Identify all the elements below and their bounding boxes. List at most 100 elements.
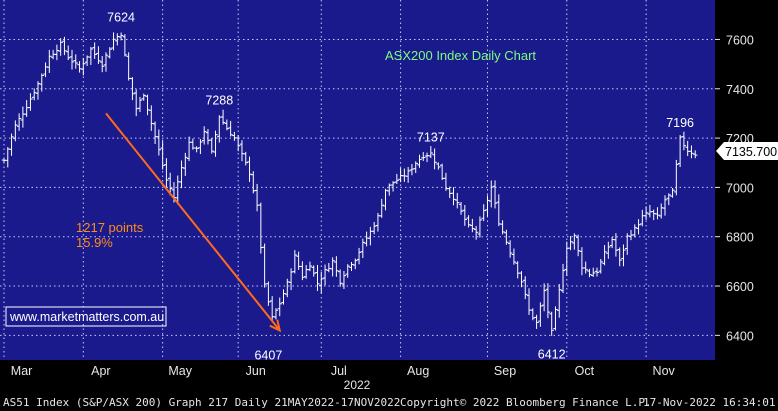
- grid-lines: [0, 0, 715, 360]
- x-tick-label: Jul: [331, 364, 347, 378]
- x-tick-label: Aug: [407, 364, 429, 378]
- ohlc-bar: [436, 162, 441, 170]
- ohlc-bar: [235, 134, 241, 152]
- x-axis-year-label: 2022: [344, 378, 371, 392]
- ohlc-bar: [220, 109, 226, 125]
- plot-area: [0, 0, 715, 360]
- ohlc-bar: [625, 233, 630, 255]
- ohlc-bar: [311, 265, 316, 277]
- x-axis-labels: Mar Apr May Jun Jul Aug Sep Oct Nov: [11, 364, 676, 378]
- ohlc-bar: [337, 269, 343, 287]
- ohlc-bar: [519, 271, 524, 288]
- ohlc-bar: [598, 259, 603, 274]
- ohlc-bar: [322, 264, 328, 286]
- ohlc-bar: [167, 172, 173, 196]
- ohlc-bar: [16, 113, 22, 131]
- ohlc-bar: [405, 167, 411, 183]
- ohlc-bar: [545, 283, 551, 319]
- ohlc-bar: [62, 36, 67, 56]
- ohlc-bar: [572, 233, 577, 250]
- ohlc-bar: [538, 302, 543, 327]
- x-tick-label: Nov: [653, 364, 676, 378]
- ohlc-bar: [643, 206, 649, 220]
- x-tick-label: Sep: [494, 364, 516, 378]
- ohlc-bar: [662, 195, 668, 216]
- price-labels: 7624 7288 6407 7137 6412 7196: [107, 11, 694, 363]
- x-tick-label: Mar: [11, 364, 33, 378]
- ohlc-bar: [681, 131, 687, 151]
- ohlc-bar: [417, 154, 422, 168]
- ohlc-bar: [160, 140, 165, 170]
- ohlc-bar: [530, 308, 536, 321]
- annotation-percent: 15.9%: [76, 235, 113, 250]
- ohlc-bar: [243, 151, 248, 166]
- watermark-text: www.marketmatters.com.au: [9, 310, 164, 324]
- x-tick-label: Oct: [575, 364, 595, 378]
- arrow-shaft: [105, 112, 281, 332]
- ohlc-bar: [428, 146, 434, 159]
- ohlc-bar: [594, 267, 600, 277]
- price-point-label: 7288: [205, 93, 233, 107]
- ohlc-bar: [492, 180, 498, 209]
- ohlc-bar: [341, 271, 347, 289]
- last-price-label: 7135.700: [725, 145, 777, 159]
- ohlc-bar: [156, 129, 162, 156]
- ohlc-bar: [194, 146, 199, 153]
- ohlc-bar: [617, 247, 622, 267]
- ohlc-bar: [504, 229, 509, 245]
- ohlc-bar: [455, 192, 460, 209]
- ohlc-bar: [689, 145, 694, 159]
- price-point-label: 6412: [538, 347, 566, 361]
- annotation-points: 1217 points: [76, 220, 144, 235]
- ohlc-bar: [477, 216, 483, 238]
- chart-title: ASX200 Index Daily Chart: [385, 48, 536, 63]
- ohlc-bar: [9, 133, 14, 156]
- ohlc-bar: [670, 187, 675, 198]
- y-tick-label: 7400: [726, 83, 754, 97]
- arrow-head: [269, 319, 282, 333]
- y-tick-label: 6400: [726, 329, 754, 343]
- ohlc-bar: [575, 234, 581, 257]
- ohlc-bar: [266, 281, 271, 306]
- ohlc-bar: [92, 42, 97, 59]
- y-tick-label: 6800: [726, 231, 754, 245]
- ohlc-bar: [485, 195, 490, 217]
- ohlc-bar: [32, 88, 37, 101]
- ohlc-bar: [383, 188, 388, 211]
- ohlc-bar: [360, 238, 366, 258]
- ohlc-bar: [183, 152, 188, 176]
- ohlc-bar: [300, 261, 305, 281]
- ohlc-bar: [66, 45, 71, 61]
- price-point-label: 6407: [254, 349, 282, 363]
- ohlc-bar: [247, 156, 252, 182]
- ohlc-bar: [693, 150, 698, 159]
- ohlc-bar: [285, 278, 290, 298]
- ohlc-bar: [103, 52, 109, 72]
- y-tick-label: 6600: [726, 280, 754, 294]
- ohlc-bar: [292, 250, 298, 274]
- x-tick-label: May: [168, 364, 192, 378]
- ohlc-bar: [632, 224, 637, 238]
- ohlc-bar: [122, 34, 128, 57]
- ohlc-bar: [534, 314, 539, 329]
- ohlc-bar: [583, 261, 588, 274]
- ohlc-bar: [13, 120, 18, 142]
- ohlc-bar: [371, 221, 377, 235]
- ohlc-bar: [118, 32, 124, 41]
- ohlc-bar: [137, 96, 143, 113]
- ohlc-bar: [541, 283, 547, 312]
- footer-left: AS51 Index (S&P/ASX 200) Graph 217 Daily…: [3, 396, 401, 409]
- ohlc-bar: [421, 152, 426, 161]
- ohlc-bar: [58, 38, 63, 56]
- ohlc-bar: [47, 49, 52, 73]
- ohlc-bar: [553, 306, 558, 331]
- ohlc-bar: [54, 44, 60, 61]
- ohlc-bar: [523, 276, 528, 300]
- x-tick-label: Apr: [91, 364, 110, 378]
- ohlc-bar: [557, 283, 562, 318]
- ohlc-bar: [111, 32, 116, 51]
- ohlc-bar: [228, 120, 233, 137]
- ohlc-bar: [28, 93, 33, 111]
- ohlc-bar: [198, 138, 203, 155]
